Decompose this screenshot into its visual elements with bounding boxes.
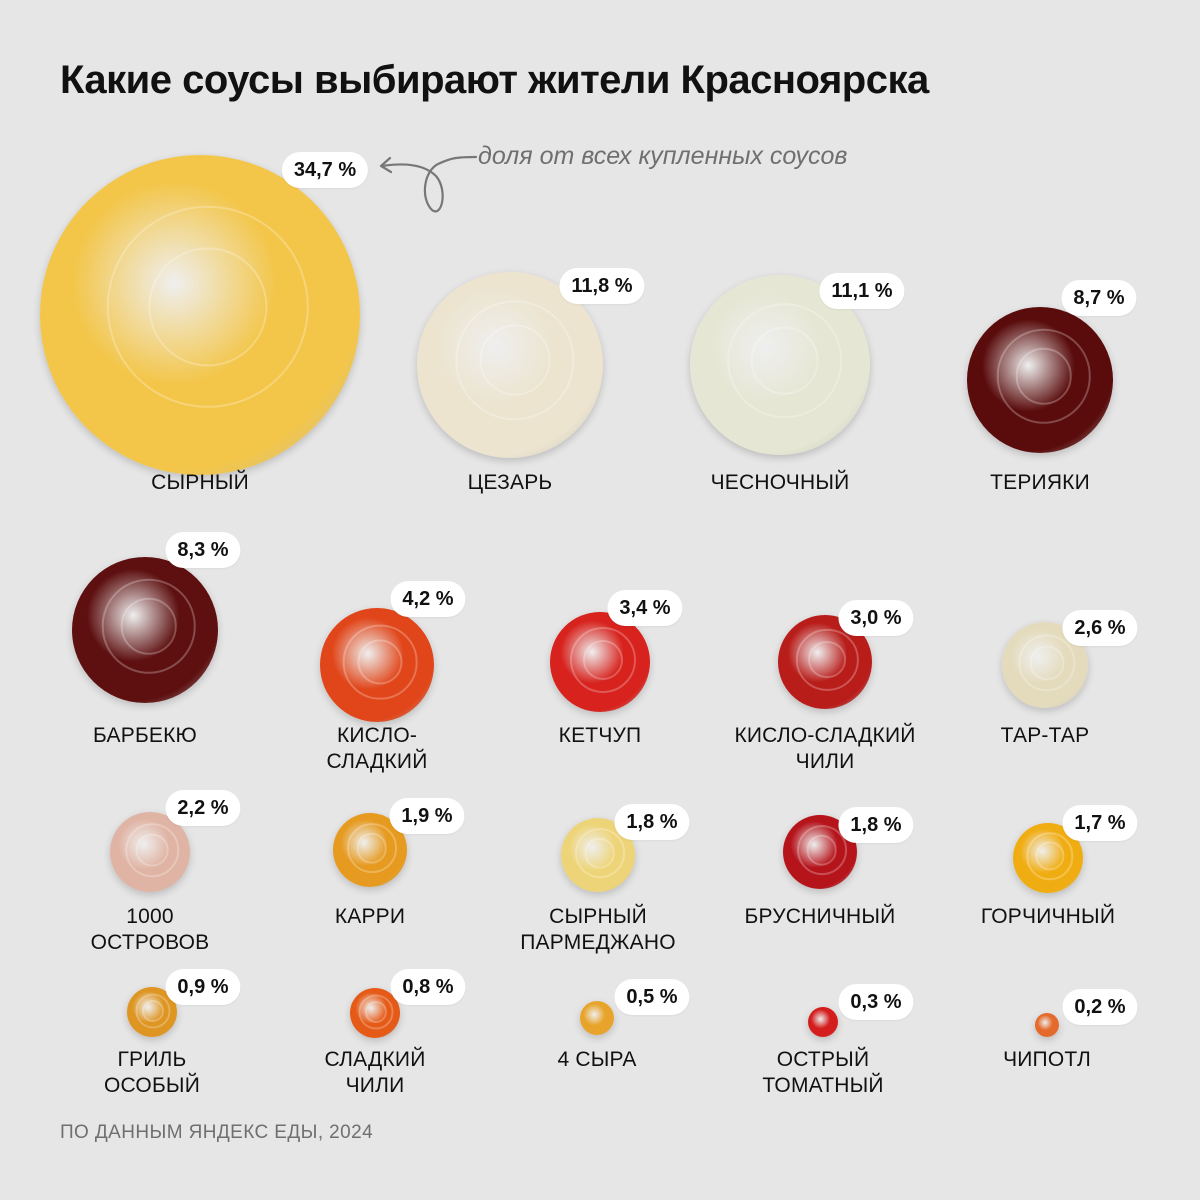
percent-badge: 1,8 % bbox=[838, 807, 914, 843]
sauce-swirl bbox=[584, 837, 616, 869]
percent-badge: 2,6 % bbox=[1062, 610, 1138, 646]
sauce-swirl bbox=[454, 300, 575, 420]
percent-badge: 0,2 % bbox=[1062, 989, 1138, 1025]
percent-badge: 0,8 % bbox=[390, 969, 466, 1005]
sauce-swirl bbox=[726, 302, 843, 419]
sauce-swirl bbox=[1015, 348, 1072, 405]
sauce-swirl bbox=[1029, 645, 1065, 681]
sauce-swirl bbox=[996, 329, 1091, 424]
sauce-swirl bbox=[1035, 841, 1065, 871]
sauce-label: ГОРЧИЧНЫЙ bbox=[980, 905, 1116, 928]
sauce-swirl bbox=[142, 999, 165, 1022]
sauce-swirl bbox=[135, 833, 169, 867]
sauce-swirl bbox=[479, 324, 551, 396]
sauce-label: КАРРИ bbox=[334, 905, 406, 928]
sauce-swirl bbox=[101, 579, 196, 674]
sauce-swirl bbox=[356, 832, 388, 864]
sauce-bubble bbox=[808, 1007, 838, 1037]
percent-badge: 11,1 % bbox=[819, 273, 905, 309]
percent-badge: 2,2 % bbox=[165, 790, 241, 826]
sauce-label: ТЕРИЯКИ bbox=[990, 471, 1090, 494]
sauce-label: ГРИЛЬ ОСОБЫЙ bbox=[103, 1048, 201, 1097]
sauce-swirl bbox=[796, 825, 847, 876]
sauce-label: КЕТЧУП bbox=[558, 724, 642, 747]
percent-badge: 34,7 % bbox=[281, 152, 369, 188]
sauce-swirl bbox=[148, 247, 268, 367]
chart-title: Какие соусы выбирают жители Красноярска bbox=[60, 58, 929, 102]
sauce-swirl bbox=[125, 823, 179, 877]
percent-badge: 1,7 % bbox=[1062, 805, 1138, 841]
sauce-label: КИСЛО-СЛАДКИЙ ЧИЛИ bbox=[734, 724, 916, 773]
sauce-swirl bbox=[574, 828, 625, 879]
percent-badge: 4,2 % bbox=[390, 581, 466, 617]
sauce-label: ЧИПОТЛ bbox=[1003, 1048, 1091, 1071]
percent-badge: 0,5 % bbox=[614, 979, 690, 1015]
sauce-label: БАРБЕКЮ bbox=[93, 724, 197, 747]
curved-arrow-icon bbox=[379, 155, 478, 213]
percent-badge: 0,9 % bbox=[165, 969, 241, 1005]
percent-badge: 11,8 % bbox=[559, 268, 645, 304]
percent-badge: 3,0 % bbox=[838, 600, 914, 636]
sauce-swirl bbox=[135, 993, 171, 1029]
sauce-label: 4 СЫРА bbox=[557, 1048, 637, 1071]
sauce-label: СЫРНЫЙ ПАРМЕДЖАНО bbox=[520, 905, 676, 954]
annotation-text: доля от всех купленных соусов bbox=[478, 142, 848, 170]
sauce-swirl bbox=[120, 598, 177, 655]
sauce-swirl bbox=[796, 628, 859, 691]
sauce-swirl bbox=[106, 205, 310, 409]
sauce-label: ЦЕЗАРЬ bbox=[467, 471, 553, 494]
sauce-bubble bbox=[1035, 1013, 1059, 1037]
sauce-label: ТАР-ТАР bbox=[1000, 724, 1090, 747]
sauce-label: ОСТРЫЙ ТОМАТНЫЙ bbox=[762, 1048, 884, 1097]
sauce-swirl bbox=[808, 640, 847, 679]
sauce-swirl bbox=[346, 823, 397, 874]
sauce-swirl bbox=[1018, 634, 1076, 692]
sauce-swirl bbox=[365, 1000, 388, 1023]
percent-badge: 8,3 % bbox=[165, 532, 241, 568]
sauce-swirl bbox=[582, 639, 623, 680]
source-note: ПО ДАННЫМ ЯНДЕКС ЕДЫ, 2024 bbox=[60, 1122, 374, 1143]
sauce-label: СЛАДКИЙ ЧИЛИ bbox=[324, 1048, 426, 1097]
sauce-label: БРУСНИЧНЫЙ bbox=[744, 905, 896, 928]
sauce-label: ЧЕСНОЧНЫЙ bbox=[710, 471, 850, 494]
sauce-swirl bbox=[1026, 832, 1074, 880]
percent-badge: 8,7 % bbox=[1061, 280, 1137, 316]
sauce-swirl bbox=[569, 626, 636, 693]
percent-badge: 3,4 % bbox=[607, 590, 683, 626]
sauce-swirl bbox=[342, 624, 418, 700]
sauce-swirl bbox=[358, 994, 394, 1030]
sauce-swirl bbox=[806, 834, 838, 866]
percent-badge: 1,8 % bbox=[614, 804, 690, 840]
sauce-label: 1000 ОСТРОВОВ bbox=[90, 905, 210, 954]
sauce-label: СЫРНЫЙ bbox=[151, 471, 249, 494]
sauce-bubble bbox=[580, 1001, 614, 1035]
sauce-swirl bbox=[750, 326, 819, 395]
percent-badge: 1,9 % bbox=[389, 798, 465, 834]
sauce-swirl bbox=[357, 639, 403, 685]
sauce-label: КИСЛО- СЛАДКИЙ bbox=[326, 724, 428, 773]
percent-badge: 0,3 % bbox=[838, 984, 914, 1020]
